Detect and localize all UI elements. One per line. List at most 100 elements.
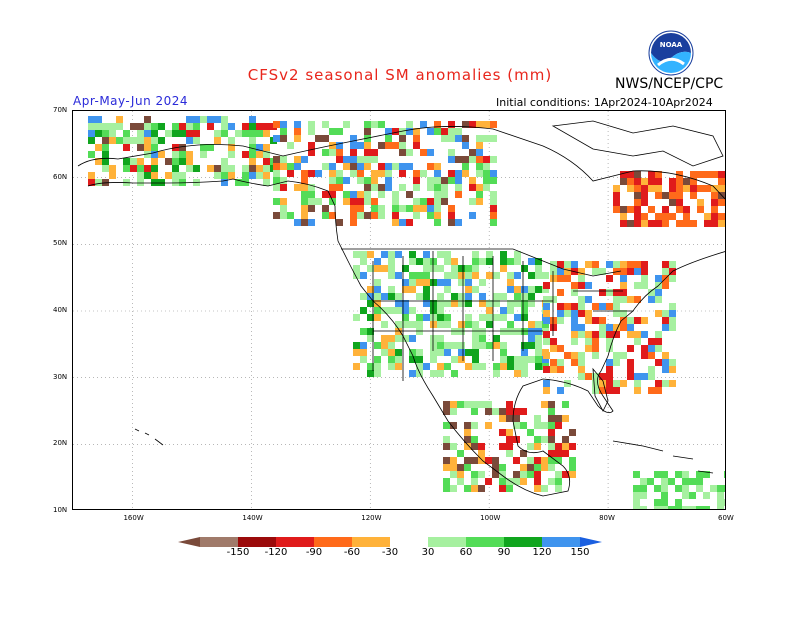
anomaly-cell [548, 464, 555, 471]
anomaly-cell [430, 300, 437, 307]
anomaly-cell [413, 212, 420, 219]
anomaly-cell [592, 331, 599, 338]
anomaly-cell [633, 471, 640, 478]
anomaly-cell [242, 123, 249, 130]
anomaly-cell [88, 137, 95, 144]
anomaly-cell [441, 184, 448, 191]
anomaly-cell [724, 499, 725, 506]
anomaly-cell [585, 373, 592, 380]
anomaly-cell [606, 261, 613, 268]
anomaly-cell [557, 303, 564, 310]
anomaly-cell [374, 258, 381, 265]
anomaly-cell [144, 165, 151, 172]
anomaly-cell [434, 163, 441, 170]
anomaly-cell [371, 212, 378, 219]
anomaly-cell [718, 178, 725, 185]
anomaly-cell [613, 310, 620, 317]
anomaly-cell [655, 331, 662, 338]
anomaly-cell [634, 268, 641, 275]
anomaly-cell [186, 137, 193, 144]
lat-label: 30N [53, 372, 68, 381]
anomaly-cell [385, 128, 392, 135]
anomaly-cell [95, 158, 102, 165]
anomaly-cell [521, 328, 528, 335]
anomaly-cell [506, 415, 513, 422]
anomaly-cell [388, 251, 395, 258]
anomaly-cell [514, 258, 521, 265]
anomaly-cell [455, 219, 462, 226]
colorbar-segment [238, 537, 276, 547]
anomaly-cell [613, 303, 620, 310]
anomaly-cell [571, 282, 578, 289]
anomaly-cell [493, 335, 500, 342]
anomaly-cell [437, 279, 444, 286]
anomaly-cell [441, 191, 448, 198]
anomaly-cell [725, 220, 726, 227]
anomaly-cell [308, 198, 315, 205]
anomaly-cell [479, 279, 486, 286]
anomaly-cell [186, 116, 193, 123]
anomaly-cell [329, 212, 336, 219]
anomaly-cell [444, 258, 451, 265]
anomaly-cell [676, 171, 683, 178]
anomaly-cell [717, 506, 724, 509]
anomaly-cell [437, 314, 444, 321]
anomaly-cell [478, 401, 485, 408]
anomaly-cell [388, 335, 395, 342]
anomaly-cell [301, 219, 308, 226]
anomaly-cell [469, 121, 476, 128]
anomaly-cell [548, 408, 555, 415]
anomaly-cell [465, 363, 472, 370]
anomaly-cell [263, 123, 270, 130]
anomaly-cell [88, 123, 95, 130]
anomaly-cell [360, 258, 367, 265]
anomaly-cell [381, 349, 388, 356]
anomaly-cell [465, 272, 472, 279]
anomaly-cell [360, 328, 367, 335]
anomaly-cell [550, 261, 557, 268]
anomaly-cell [471, 436, 478, 443]
anomaly-cell [179, 123, 186, 130]
anomaly-cell [399, 135, 406, 142]
anomaly-cell [413, 177, 420, 184]
anomaly-cell [534, 485, 541, 492]
anomaly-cell [571, 331, 578, 338]
anomaly-cell [469, 184, 476, 191]
anomaly-cell [675, 485, 682, 492]
anomaly-cell [364, 142, 371, 149]
anomaly-cell [301, 198, 308, 205]
anomaly-cell [725, 185, 726, 192]
anomaly-cell [472, 251, 479, 258]
anomaly-cell [528, 328, 535, 335]
anomaly-cell [464, 422, 471, 429]
anomaly-cell [620, 268, 627, 275]
anomaly-cell [535, 363, 542, 370]
anomaly-cell [662, 380, 669, 387]
anomaly-cell [661, 499, 668, 506]
anomaly-cell [500, 328, 507, 335]
anomaly-cell [507, 286, 514, 293]
state-lines [372, 251, 633, 381]
anomaly-cell [690, 178, 697, 185]
anomaly-cell [378, 163, 385, 170]
anomaly-cell [427, 212, 434, 219]
anomaly-cell [413, 205, 420, 212]
anomaly-cell [214, 172, 221, 179]
anomaly-cell [242, 151, 249, 158]
anomaly-cell [444, 314, 451, 321]
anomaly-cell [221, 158, 228, 165]
anomaly-cell [228, 123, 235, 130]
anomaly-cell [564, 303, 571, 310]
anomaly-cell [472, 258, 479, 265]
anomaly-cell [395, 272, 402, 279]
anomaly-cell [485, 478, 492, 485]
florida-peninsula [592, 367, 609, 412]
anomaly-cell [458, 321, 465, 328]
anomaly-cell [654, 471, 661, 478]
anomaly-cell [641, 268, 648, 275]
anomaly-cell [542, 321, 549, 328]
anomaly-cell [322, 135, 329, 142]
anomaly-cell [513, 415, 520, 422]
anomaly-cell [371, 121, 378, 128]
anomaly-cell [564, 352, 571, 359]
